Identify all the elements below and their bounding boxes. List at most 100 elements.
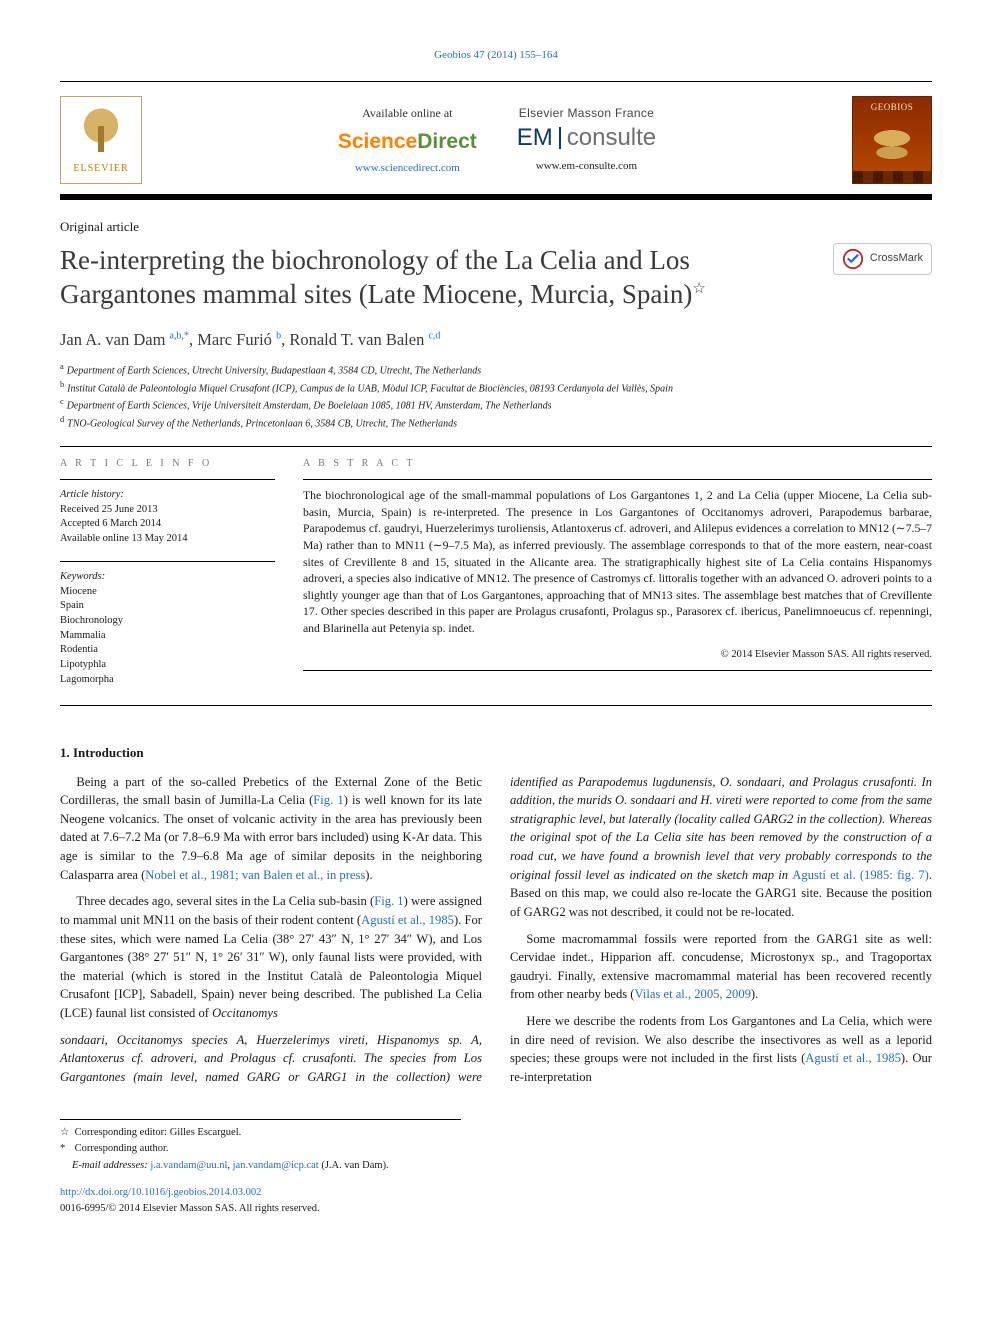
- p2-ref-link[interactable]: Agustí et al., 1985: [361, 913, 454, 927]
- info-rule-1: [60, 479, 275, 480]
- crossmark-icon: [842, 248, 864, 270]
- author-2-aff-link[interactable]: b: [276, 330, 281, 341]
- p1-ref-link[interactable]: Nobel et al., 1981; van Balen et al., in…: [145, 868, 365, 882]
- header-citation: Geobios 47 (2014) 155–164: [60, 48, 932, 63]
- aff-key-a: a: [60, 362, 64, 371]
- keyword-6: Lipotyphla: [60, 658, 275, 673]
- masson-block: Elsevier Masson France EM consulte www.e…: [517, 105, 656, 177]
- journal-cover-art-icon: [861, 119, 923, 167]
- footnote-corr-text: Corresponding author.: [75, 1143, 169, 1154]
- affiliation-a: aDepartment of Earth Sciences, Utrecht U…: [60, 361, 932, 379]
- doi-line: http://dx.doi.org/10.1016/j.geobios.2014…: [60, 1186, 932, 1201]
- aff-key-d: d: [60, 415, 64, 424]
- p2-c: ). For these sites, which were named La …: [60, 913, 482, 1020]
- crossmark-badge[interactable]: CrossMark: [833, 243, 932, 275]
- keyword-2: Spain: [60, 599, 275, 614]
- keyword-5: Rodentia: [60, 643, 275, 658]
- p2-a: Three decades ago, several sites in the …: [76, 894, 374, 908]
- body-two-column: Being a part of the so-called Prebetics …: [60, 773, 932, 1091]
- intro-p5: Here we describe the rodents from Los Ga…: [510, 1012, 932, 1087]
- keyword-7: Lagomorpha: [60, 673, 275, 688]
- author-1-name: Jan A. van Dam: [60, 330, 165, 349]
- aff-key-c: c: [60, 397, 64, 406]
- keyword-4: Mammalia: [60, 629, 275, 644]
- p2-d: Occitanomys: [212, 1006, 278, 1020]
- p1-c: ).: [365, 868, 372, 882]
- email-2-link[interactable]: jan.vandam@icp.cat: [233, 1160, 319, 1171]
- rule-top: [60, 446, 932, 447]
- abstract-column: A B S T R A C T The biochronological age…: [303, 457, 932, 701]
- info-rule-2: [60, 561, 275, 562]
- sciencedirect-block: Available online at ScienceDirect www.sc…: [338, 105, 477, 177]
- sciencedirect-logo: ScienceDirect: [338, 127, 477, 156]
- p5-ref-link[interactable]: Agustí et al., 1985: [805, 1051, 901, 1065]
- abstract-copyright: © 2014 Elsevier Masson SAS. All rights r…: [303, 648, 932, 663]
- intro-p2: Three decades ago, several sites in the …: [60, 892, 482, 1022]
- journal-cover-tile: GEOBIOS: [852, 96, 932, 184]
- section-1-head: 1. Introduction: [60, 744, 932, 762]
- doi-link[interactable]: http://dx.doi.org/10.1016/j.geobios.2014…: [60, 1187, 261, 1198]
- author-3-name: Ronald T. van Balen: [289, 330, 424, 349]
- footnote-corr-mark: *: [60, 1142, 72, 1157]
- title-footnote-mark: ☆: [692, 281, 705, 297]
- intro-p1: Being a part of the so-called Prebetics …: [60, 773, 482, 885]
- article-type: Original article: [60, 218, 932, 236]
- elsevier-logo: ELSEVIER: [60, 96, 142, 184]
- footnote-emails: E-mail addresses: j.a.vandam@uu.nl, jan.…: [60, 1159, 461, 1174]
- sciencedirect-url[interactable]: www.sciencedirect.com: [338, 161, 477, 176]
- affiliations: aDepartment of Earth Sciences, Utrecht U…: [60, 361, 932, 432]
- abstract-rule-bottom: [303, 670, 932, 671]
- masson-label: Elsevier Masson France: [517, 105, 656, 122]
- aff-text-a: Department of Earth Sciences, Utrecht Un…: [67, 365, 481, 376]
- author-1-aff-link[interactable]: a,b,*: [170, 330, 189, 341]
- footnote-editor: ☆ Corresponding editor: Gilles Escarguel…: [60, 1126, 461, 1141]
- p4-ref-link[interactable]: Vilas et al., 2005, 2009: [635, 987, 751, 1001]
- p4-b: ).: [751, 987, 758, 1001]
- aff-text-d: TNO-Geological Survey of the Netherlands…: [67, 419, 457, 430]
- emconsulte-bar-icon: [559, 127, 561, 149]
- issn-copyright: 0016-6995/© 2014 Elsevier Masson SAS. Al…: [60, 1202, 932, 1217]
- footnote-editor-mark: ☆: [60, 1126, 72, 1141]
- p3-ref-link[interactable]: Agustí et al. (1985: fig. 7): [792, 868, 929, 882]
- authors: Jan A. van Dam a,b,*, Marc Furió b, Rona…: [60, 328, 932, 351]
- history-label: Article history:: [60, 488, 275, 503]
- article-info-head: A R T I C L E I N F O: [60, 457, 275, 471]
- p2-fig1-link[interactable]: Fig. 1: [374, 894, 403, 908]
- footnote-editor-text: Corresponding editor: Gilles Escarguel.: [75, 1127, 242, 1138]
- journal-cover-strip-icon: [853, 171, 931, 183]
- elsevier-wordmark: ELSEVIER: [73, 162, 128, 176]
- author-2-name: Marc Furió: [197, 330, 272, 349]
- history-online: Available online 13 May 2014: [60, 532, 275, 547]
- intro-p4: Some macromammal fossils were reported f…: [510, 930, 932, 1005]
- consulte-text: consulte: [567, 121, 656, 155]
- em-text: EM: [517, 121, 553, 155]
- email-tail: (J.A. van Dam).: [319, 1160, 389, 1171]
- article-title: Re-interpreting the biochronology of the…: [60, 243, 817, 312]
- email-label: E-mail addresses:: [72, 1160, 148, 1171]
- emconsulte-logo: EM consulte: [517, 121, 656, 155]
- keyword-3: Biochronology: [60, 614, 275, 629]
- article-history: Article history: Received 25 June 2013 A…: [60, 488, 275, 547]
- abstract-rule-top: [303, 479, 932, 480]
- sciencedirect-sci: Science: [338, 130, 417, 153]
- emconsulte-url[interactable]: www.em-consulte.com: [517, 159, 656, 174]
- email-1-link[interactable]: j.a.vandam@uu.nl: [150, 1160, 227, 1171]
- aff-key-b: b: [60, 380, 64, 389]
- article-info-column: A R T I C L E I N F O Article history: R…: [60, 457, 275, 701]
- author-3-aff-link[interactable]: c,d: [428, 330, 440, 341]
- available-online-label: Available online at: [338, 105, 477, 122]
- sciencedirect-direct: Direct: [417, 130, 477, 153]
- header-center: Available online at ScienceDirect www.sc…: [160, 105, 834, 177]
- journal-cover-title: GEOBIOS: [853, 101, 931, 114]
- elsevier-tree-icon: [74, 104, 128, 158]
- history-accepted: Accepted 6 March 2014: [60, 517, 275, 532]
- footnote-corresponding: * Corresponding author.: [60, 1142, 461, 1157]
- affiliation-d: dTNO-Geological Survey of the Netherland…: [60, 414, 932, 432]
- keyword-1: Miocene: [60, 585, 275, 600]
- affiliation-b: bInstitut Català de Paleontologia Miquel…: [60, 379, 932, 397]
- p1-fig1-link[interactable]: Fig. 1: [313, 793, 343, 807]
- abstract-head: A B S T R A C T: [303, 457, 932, 471]
- title-text: Re-interpreting the biochronology of the…: [60, 245, 692, 310]
- affiliation-c: cDepartment of Earth Sciences, Vrije Uni…: [60, 396, 932, 414]
- keywords-label: Keywords:: [60, 570, 275, 585]
